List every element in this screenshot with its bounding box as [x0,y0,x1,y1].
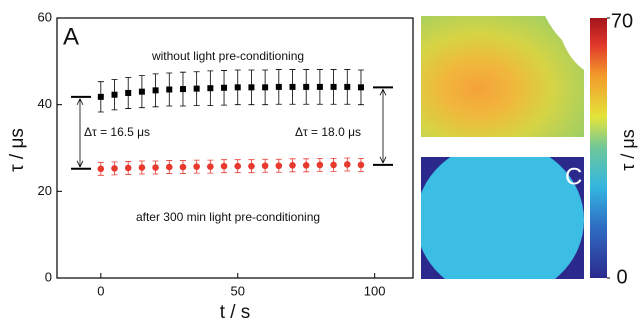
point [221,85,227,91]
point [139,89,145,95]
point [193,163,200,170]
point [358,162,365,169]
x-axis-title: t / s [220,302,251,323]
y-tick-label: 20 [38,183,52,198]
x-tick-label: 50 [231,283,245,298]
point [234,163,241,170]
point [289,162,296,169]
panel-b-image [421,16,584,137]
point [358,84,364,90]
point [303,162,310,169]
point [303,84,309,90]
point [276,84,282,90]
point [290,84,296,90]
point [331,84,337,90]
colorbar-tick-label: 70 [611,10,633,32]
point [344,161,351,168]
point [180,86,186,92]
delta-arrow [77,99,83,167]
panel-label: C [565,163,582,190]
delta-arrow [380,89,386,163]
point [248,84,254,90]
point [194,86,200,92]
series-label: after 300 min light pre-conditioning [136,210,320,224]
point [166,87,172,93]
point [166,164,173,171]
point [139,164,146,171]
point [330,162,337,169]
annotation: Δτ = 16.5 μs [84,125,150,139]
panel-label: B [565,23,581,50]
y-axis-title: τ / μs [7,128,28,172]
point [276,162,283,169]
point [98,94,104,100]
y-tick-label: 0 [45,269,52,284]
y-tick-label: 40 [38,96,52,111]
y-tick-label: 60 [38,9,52,24]
point [111,165,118,172]
point [235,84,241,90]
annotation: Δτ = 18.0 μs [295,125,361,139]
x-tick-label: 100 [364,283,386,298]
point [180,164,187,171]
x-tick-label: 0 [97,283,104,298]
point [248,163,255,170]
point [207,85,213,91]
point [207,163,214,170]
point [125,165,132,172]
point [112,92,118,98]
point [125,90,131,96]
point [98,166,105,173]
colorbar-title: τ / μs [618,129,638,170]
panel-label: A [63,23,79,50]
point [153,87,159,93]
figure: 0 50 100 0 20 40 60 t / s τ / μs Awithout light p… [0,0,640,325]
point [152,164,159,171]
point [344,84,350,90]
point [317,84,323,90]
point [317,162,324,169]
point [221,163,228,170]
point [262,84,268,90]
series-label: without light pre-conditioning [151,49,304,63]
colorbar-tick-label: 0 [616,266,627,288]
point [262,162,269,169]
colorbar [590,18,607,278]
panel-c-image [416,142,584,298]
